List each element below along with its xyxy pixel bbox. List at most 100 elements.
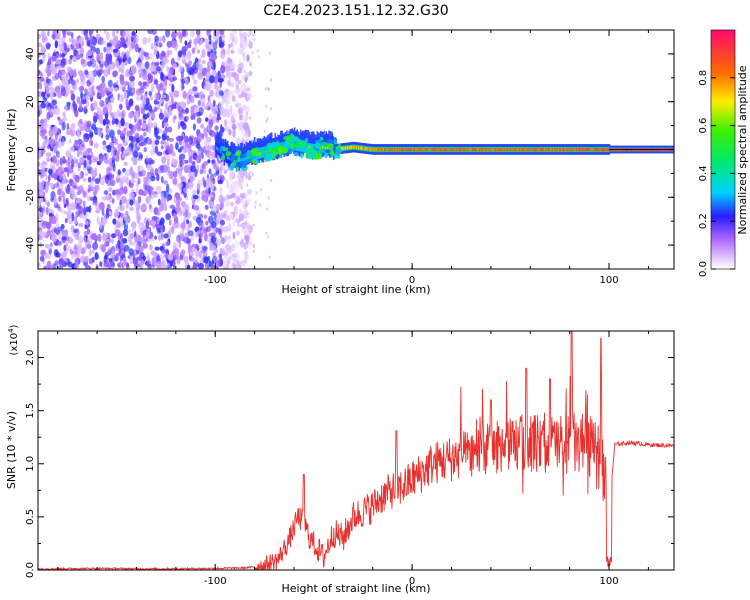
noise-cell xyxy=(242,104,247,112)
noise-cell xyxy=(74,243,78,250)
noise-cell xyxy=(186,164,192,173)
noise-cell xyxy=(134,236,138,243)
noise-cell xyxy=(79,171,82,180)
noise-cell xyxy=(54,40,58,49)
noise-cell xyxy=(51,109,56,115)
noise-cell xyxy=(169,204,175,209)
noise-cell xyxy=(138,68,144,77)
noise-cell xyxy=(90,140,94,146)
noise-cell xyxy=(153,49,158,56)
noise-cell xyxy=(59,47,63,52)
noise-cell xyxy=(64,218,68,224)
noise-cell xyxy=(207,144,212,150)
noise-cell xyxy=(210,204,217,213)
noise-cell xyxy=(150,112,156,119)
noise-cell xyxy=(111,120,115,125)
noise-cell xyxy=(144,61,150,69)
noise-cell xyxy=(130,241,136,246)
noise-cell xyxy=(136,250,140,255)
noise-cell xyxy=(71,181,77,186)
noise-cell xyxy=(213,61,216,71)
noise-cell xyxy=(173,196,177,204)
noise-cell xyxy=(249,61,253,67)
noise-cell xyxy=(226,47,231,56)
noise-cell xyxy=(106,213,109,219)
noise-cell xyxy=(162,265,167,269)
noise-cell xyxy=(162,122,169,128)
noise-cell xyxy=(225,109,232,118)
noise-cell xyxy=(117,56,123,64)
noise-cell xyxy=(162,88,166,95)
noise-cell xyxy=(160,233,164,240)
noise-cell xyxy=(119,204,125,212)
noise-cell xyxy=(247,240,253,247)
noise-cell xyxy=(81,146,87,152)
noise-cell xyxy=(128,123,133,130)
noise-cell xyxy=(173,264,176,269)
noise-cell xyxy=(53,196,58,205)
noise-cell xyxy=(112,30,116,38)
noise-cell xyxy=(251,51,254,55)
noise-cell xyxy=(214,248,219,253)
noise-cell xyxy=(197,251,203,259)
noise-cell xyxy=(112,111,117,120)
noise-cell xyxy=(116,109,121,118)
noise-cell xyxy=(154,79,159,85)
noise-cell xyxy=(231,243,235,252)
noise-cell xyxy=(211,107,217,114)
noise-cell xyxy=(187,50,191,57)
noise-cell xyxy=(229,184,235,193)
noise-cell xyxy=(244,212,251,219)
noise-cell xyxy=(53,172,58,181)
noise-cell xyxy=(244,194,248,199)
noise-cell xyxy=(166,183,170,193)
noise-cell xyxy=(173,115,177,120)
noise-cell xyxy=(147,263,153,269)
trace-blob xyxy=(266,142,273,151)
noise-cell xyxy=(110,261,115,268)
trace-blob xyxy=(256,152,263,157)
noise-cell xyxy=(245,72,250,78)
noise-cell xyxy=(226,194,230,200)
noise-cell xyxy=(123,149,128,154)
noise-cell xyxy=(268,87,270,91)
noise-cell xyxy=(140,107,146,115)
noise-cell xyxy=(245,105,251,113)
noise-cell xyxy=(224,66,231,74)
noise-cell xyxy=(169,127,173,133)
noise-cell xyxy=(237,102,242,111)
noise-cell xyxy=(70,93,76,102)
noise-cell xyxy=(232,220,236,227)
noise-cell xyxy=(205,117,209,122)
noise-cell xyxy=(176,256,181,265)
noise-cell xyxy=(135,207,140,216)
noise-cell xyxy=(150,83,155,93)
noise-cell xyxy=(67,261,73,268)
noise-cell xyxy=(62,155,66,165)
trace-blob xyxy=(237,155,241,162)
noise-cell xyxy=(117,129,122,136)
noise-cell xyxy=(98,155,103,164)
noise-cell xyxy=(166,135,170,142)
noise-cell xyxy=(128,111,135,118)
noise-cell xyxy=(186,64,192,72)
noise-cell xyxy=(235,139,242,144)
noise-cell xyxy=(134,105,140,112)
noise-cell xyxy=(216,30,220,35)
noise-cell xyxy=(217,238,222,247)
noise-cell xyxy=(88,129,94,139)
noise-cell xyxy=(73,68,77,78)
noise-cell xyxy=(119,103,123,111)
noise-cell xyxy=(38,71,43,76)
noise-cell xyxy=(171,95,174,105)
noise-cell xyxy=(133,150,139,158)
noise-cell xyxy=(61,251,68,259)
noise-cell xyxy=(53,30,59,36)
noise-cell xyxy=(248,70,253,77)
noise-cell xyxy=(87,61,93,67)
noise-cell xyxy=(171,103,177,109)
noise-cell xyxy=(243,56,246,62)
noise-cell xyxy=(58,133,62,141)
noise-cell xyxy=(242,115,247,120)
noise-cell xyxy=(226,106,231,111)
